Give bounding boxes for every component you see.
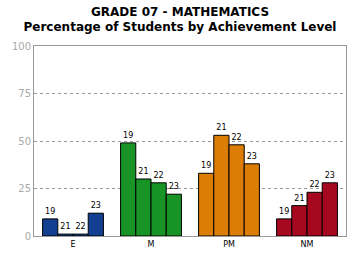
svg-text:E: E bbox=[70, 240, 75, 249]
svg-text:23: 23 bbox=[247, 152, 257, 161]
svg-text:22: 22 bbox=[76, 222, 86, 231]
svg-text:25: 25 bbox=[18, 183, 31, 194]
svg-text:NM: NM bbox=[301, 240, 314, 249]
svg-text:M: M bbox=[148, 240, 155, 249]
svg-text:23: 23 bbox=[91, 201, 101, 210]
svg-text:GRADE 07 - MATHEMATICSPercenta: GRADE 07 - MATHEMATICSPercentage of Stud… bbox=[24, 5, 337, 35]
svg-text:21: 21 bbox=[60, 222, 70, 231]
svg-text:22: 22 bbox=[310, 180, 320, 189]
svg-text:22: 22 bbox=[154, 171, 164, 180]
svg-text:75: 75 bbox=[18, 88, 31, 99]
svg-text:21: 21 bbox=[294, 194, 304, 203]
svg-text:21: 21 bbox=[216, 123, 226, 132]
svg-text:19: 19 bbox=[201, 161, 211, 170]
svg-text:100: 100 bbox=[12, 41, 31, 52]
svg-text:19: 19 bbox=[45, 207, 55, 216]
svg-text:22: 22 bbox=[232, 133, 242, 142]
svg-text:PM: PM bbox=[223, 240, 235, 249]
svg-text:21: 21 bbox=[138, 167, 148, 176]
svg-text:19: 19 bbox=[279, 207, 289, 216]
svg-text:19: 19 bbox=[123, 131, 133, 140]
svg-text:50: 50 bbox=[18, 136, 31, 147]
svg-text:23: 23 bbox=[169, 182, 179, 191]
svg-text:23: 23 bbox=[325, 171, 335, 180]
svg-text:0: 0 bbox=[25, 231, 31, 242]
